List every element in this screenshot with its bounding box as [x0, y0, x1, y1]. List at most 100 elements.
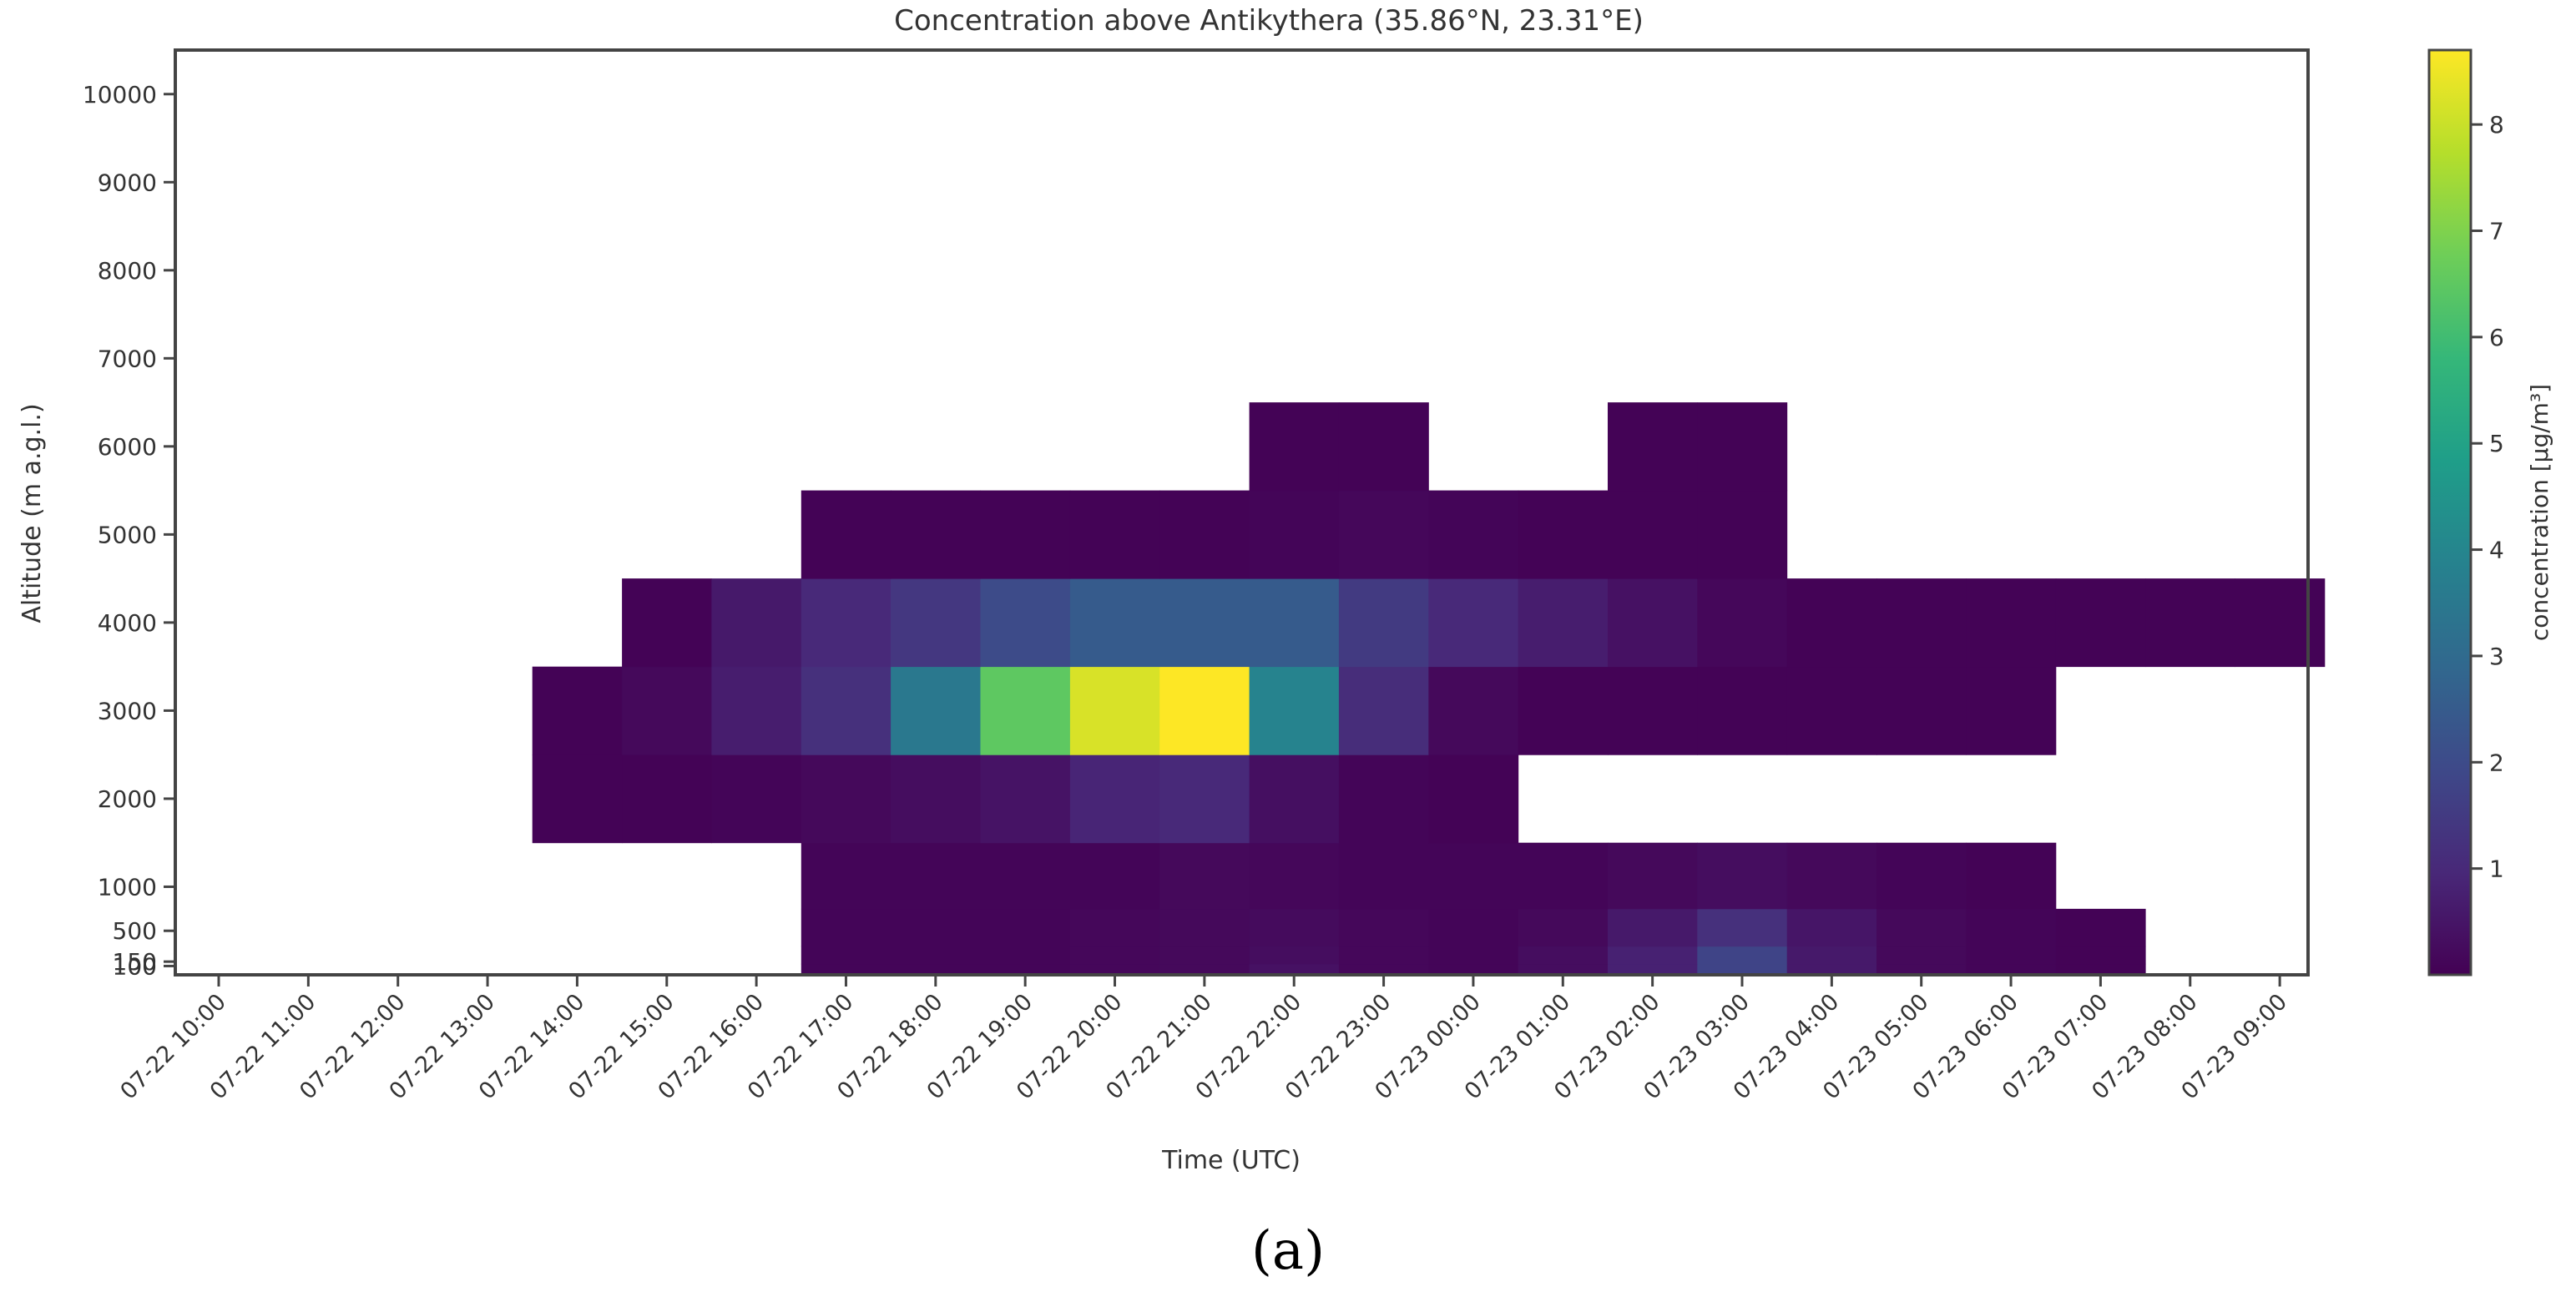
heatmap-cell	[1876, 842, 1967, 910]
heatmap-cell	[980, 946, 1071, 965]
heatmap-cell	[1608, 578, 1698, 668]
heatmap-cell	[1159, 578, 1250, 668]
heatmap-cell	[980, 754, 1071, 844]
colorbar	[2427, 48, 2472, 976]
heatmap-cell	[1069, 908, 1160, 947]
heatmap-cell	[891, 842, 981, 910]
heatmap-cell	[1876, 666, 1967, 755]
heatmap-cell	[711, 578, 802, 668]
colorbar-tick-label: 7	[2489, 218, 2504, 245]
heatmap-cell	[2055, 908, 2146, 947]
heatmap-cell	[801, 490, 891, 579]
heatmap-cell	[1428, 490, 1519, 579]
heatmap-cell	[1876, 963, 1967, 976]
heatmap-cell	[1338, 490, 1429, 579]
y-tick-label: 150	[113, 948, 157, 976]
heatmap-cell	[1697, 842, 1788, 910]
heatmap-cell	[1338, 946, 1429, 965]
heatmap-cell	[711, 754, 802, 844]
heatmap-cell	[1338, 963, 1429, 976]
heatmap-cell	[801, 963, 891, 976]
heatmap-cell	[1428, 842, 1519, 910]
colorbar-tick-label: 4	[2489, 537, 2504, 564]
heatmap-cell	[1069, 490, 1160, 579]
heatmap-cell	[1786, 946, 1877, 965]
heatmap-cell	[1249, 754, 1340, 844]
heatmap-cell	[980, 490, 1071, 579]
colorbar-tick-label: 8	[2489, 111, 2504, 139]
heatmap-cell	[1966, 946, 2057, 965]
heatmap-cell	[801, 842, 891, 910]
heatmap-cell	[1786, 842, 1877, 910]
heatmap-cell	[891, 666, 981, 755]
colorbar-tick-label: 5	[2489, 430, 2504, 457]
heatmap-cell	[1518, 908, 1609, 947]
heatmap-cell	[622, 666, 712, 755]
heatmap-cell	[891, 908, 981, 947]
heatmap-cell	[532, 666, 623, 755]
heatmap-cell	[1697, 402, 1788, 492]
heatmap-cell	[1249, 490, 1340, 579]
heatmap-cell	[1428, 963, 1519, 976]
heatmap-cell	[1518, 490, 1609, 579]
heatmap-cell	[801, 908, 891, 947]
heatmap-cell	[1966, 963, 2057, 976]
x-axis-label: Time (UTC)	[1161, 1146, 1301, 1175]
heatmap-cell	[1608, 842, 1698, 910]
heatmap-cell	[1159, 490, 1250, 579]
y-tick-label: 5000	[98, 521, 157, 548]
y-tick-label: 1000	[98, 873, 157, 901]
heatmap-cell	[1697, 946, 1788, 965]
y-tick-label: 500	[113, 917, 157, 945]
heatmap-cell	[2055, 578, 2146, 668]
heatmap-cell	[1428, 754, 1519, 844]
heatmap-cell	[1428, 578, 1519, 668]
heatmap-cell	[1966, 666, 2057, 755]
colorbar-tick-label: 2	[2489, 749, 2504, 776]
heatmap-cells	[532, 402, 2326, 976]
heatmap-cell	[1159, 842, 1250, 910]
heatmap-cell	[801, 946, 891, 965]
heatmap-cell	[1159, 946, 1250, 965]
heatmap-cell	[1428, 908, 1519, 947]
heatmap-cell	[801, 666, 891, 755]
y-tick-label: 9000	[98, 169, 157, 196]
heatmap-cell	[1876, 578, 1967, 668]
heatmap-cell	[1697, 963, 1788, 976]
heatmap-cell	[1338, 578, 1429, 668]
heatmap-cell	[891, 963, 981, 976]
heatmap-cell	[1966, 578, 2057, 668]
heatmap-cell	[891, 754, 981, 844]
heatmap-cell	[1338, 666, 1429, 755]
heatmap-cell	[1608, 666, 1698, 755]
heatmap-cell	[980, 908, 1071, 947]
heatmap-cell	[1338, 402, 1429, 492]
heatmap-cell	[1069, 963, 1160, 976]
heatmap-cell	[1518, 963, 1609, 976]
heatmap-cell	[2055, 963, 2146, 976]
heatmap-cell	[1249, 578, 1340, 668]
heatmap-cell	[1518, 578, 1609, 668]
heatmap-cell	[1428, 666, 1519, 755]
colorbar-tick-label: 1	[2489, 855, 2504, 883]
heatmap-cell	[1069, 946, 1160, 965]
heatmap-cell	[1159, 963, 1250, 976]
colorbar-label: concentration [µg/m³]	[2526, 384, 2553, 641]
y-tick-label: 6000	[98, 433, 157, 461]
heatmap-cell	[1697, 908, 1788, 947]
figure-caption: (a)	[1250, 1220, 1326, 1282]
heatmap-cell	[891, 490, 981, 579]
colorbar-tick-label: 6	[2489, 324, 2504, 351]
plot-frame	[174, 48, 2310, 976]
colorbar-tick-label: 3	[2489, 643, 2504, 670]
y-axis-label: Altitude (m a.g.l.)	[18, 403, 47, 623]
heatmap-cell	[622, 578, 712, 668]
heatmap-cell	[1966, 908, 2057, 947]
heatmap-cell	[1428, 946, 1519, 965]
heatmap-cell	[1249, 963, 1340, 976]
heatmap-cell	[1608, 963, 1698, 976]
heatmap-cell	[2145, 578, 2235, 668]
heatmap-cell	[1786, 963, 1877, 976]
heatmap-cell	[1159, 666, 1250, 755]
